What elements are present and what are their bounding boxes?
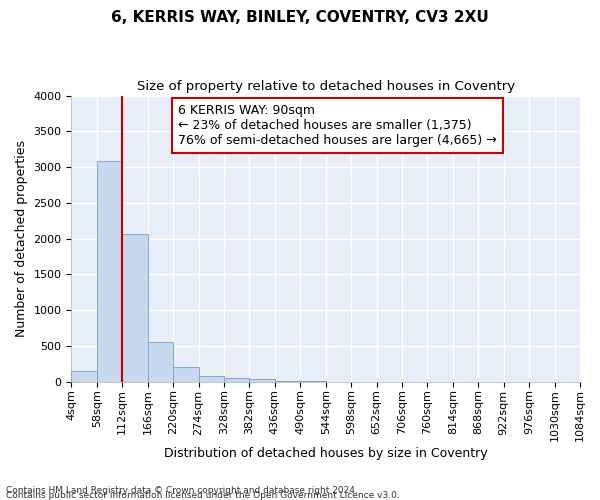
Bar bbox=[173, 368, 199, 382]
Bar bbox=[250, 380, 275, 382]
Text: Contains public sector information licensed under the Open Government Licence v3: Contains public sector information licen… bbox=[6, 490, 400, 500]
Bar bbox=[71, 371, 97, 382]
Bar bbox=[199, 376, 224, 382]
Bar bbox=[275, 381, 300, 382]
Bar bbox=[148, 342, 173, 382]
Bar bbox=[122, 234, 148, 382]
Text: Contains HM Land Registry data © Crown copyright and database right 2024.: Contains HM Land Registry data © Crown c… bbox=[6, 486, 358, 495]
Text: 6, KERRIS WAY, BINLEY, COVENTRY, CV3 2XU: 6, KERRIS WAY, BINLEY, COVENTRY, CV3 2XU bbox=[111, 10, 489, 25]
Bar bbox=[97, 162, 122, 382]
X-axis label: Distribution of detached houses by size in Coventry: Distribution of detached houses by size … bbox=[164, 447, 488, 460]
Title: Size of property relative to detached houses in Coventry: Size of property relative to detached ho… bbox=[137, 80, 515, 93]
Y-axis label: Number of detached properties: Number of detached properties bbox=[15, 140, 28, 337]
Bar bbox=[224, 378, 250, 382]
Text: 6 KERRIS WAY: 90sqm
← 23% of detached houses are smaller (1,375)
76% of semi-det: 6 KERRIS WAY: 90sqm ← 23% of detached ho… bbox=[178, 104, 497, 147]
